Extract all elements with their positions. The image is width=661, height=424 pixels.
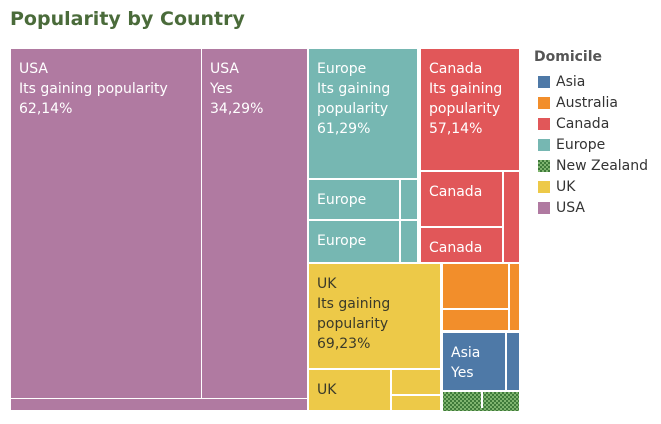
legend-swatch [538,117,550,130]
tile-label: popularity [317,316,388,332]
legend-swatch [538,180,550,193]
tile-rect [507,333,519,390]
tile-label: Its gaining [429,81,502,97]
tile-rect [401,180,417,219]
tile-rect [443,310,508,330]
legend-item-australia[interactable]: Australia [534,92,648,113]
treemap-tile-usa[interactable]: USA Its gaining popularity 62,14% [11,49,201,398]
treemap-tile-europe[interactable]: Europe Its gaining popularity 61,29% [309,49,417,178]
legend-swatch [538,75,550,88]
treemap-tile-canada[interactable]: Canada Its gaining popularity 57,14% [421,49,519,170]
tile-label: 62,14% [19,101,72,117]
tile-rect [443,408,519,411]
legend-swatch [538,201,550,214]
tile-label: Its gaining popularity [19,81,168,97]
tile-rect [504,172,519,262]
legend-label: Australia [556,94,618,111]
treemap-tile-new-zealand[interactable] [443,392,481,410]
tile-rect [421,49,519,170]
treemap-chart: USA Its gaining popularity 62,14% USA Yes 34,… [11,49,519,411]
tile-rect [421,172,502,226]
tile-rect [401,221,417,262]
legend-item-canada[interactable]: Canada [534,113,648,134]
tile-label: 69,23% [317,336,370,352]
treemap-tile-australia[interactable] [443,264,508,308]
tile-rect [202,49,307,398]
legend-label: Europe [556,136,606,153]
treemap-tile-usa[interactable]: USA Yes 34,29% [202,49,307,398]
tile-label: Canada [429,61,482,77]
tile-rect [443,264,508,308]
tile-label: UK [317,382,337,398]
legend-item-europe[interactable]: Europe [534,134,648,155]
treemap-tile-uk[interactable]: UK [309,370,390,410]
treemap-tile-new-zealand[interactable] [443,408,519,411]
legend: Domicile Asia Australia Canada Europe New Ze… [534,49,648,218]
treemap-tile-australia[interactable] [510,264,519,330]
legend-item-usa[interactable]: USA [534,197,648,218]
tile-label: popularity [317,101,388,117]
treemap-tile-europe[interactable] [401,221,417,262]
treemap-tile-europe[interactable] [401,180,417,219]
tile-label: Europe [317,233,366,249]
legend-item-uk[interactable]: UK [534,176,648,197]
tile-label: Yes [209,81,233,97]
tile-label: 61,29% [317,121,370,137]
tile-label: USA [210,61,239,77]
treemap-tile-australia[interactable] [443,310,508,330]
treemap-tile-new-zealand[interactable] [483,392,519,410]
treemap-tile-canada[interactable]: Canada [421,172,502,226]
legend-label: UK [556,178,576,195]
legend-label: Canada [556,115,610,132]
legend-label: USA [556,199,585,216]
legend-swatch [538,96,550,109]
treemap-tile-canada[interactable] [504,172,519,262]
treemap-tile-asia[interactable]: Asia Yes [443,333,505,390]
tile-label: 34,29% [210,101,263,117]
tile-rect [392,396,440,410]
tile-rect [443,392,481,410]
tile-label: Its gaining [317,296,390,312]
legend-item-new-zealand[interactable]: New Zealand [534,155,648,176]
tile-label: Canada [429,184,482,200]
tile-label: USA [19,61,48,77]
legend-label: Asia [556,73,586,90]
tile-label: Europe [317,61,366,77]
tile-label: Europe [317,192,366,208]
legend-title: Domicile [534,49,603,65]
tile-label: 57,14% [429,121,482,137]
tile-label: Its gaining [317,81,390,97]
tile-rect [483,392,519,410]
tile-label: Asia [451,345,480,361]
tile-rect [421,228,502,262]
legend-label: New Zealand [556,157,648,174]
treemap-tile-usa[interactable] [11,399,307,410]
tile-rect [11,399,307,410]
treemap-tile-asia[interactable] [507,333,519,390]
treemap-tile-uk[interactable] [392,396,440,410]
legend-swatch [538,159,550,172]
treemap-tile-canada[interactable]: Canada [421,228,502,262]
tile-rect [309,221,399,262]
tile-rect [392,370,440,394]
tile-label: Yes [450,365,474,381]
chart-title: Popularity by Country [10,8,245,30]
tile-rect [11,49,201,398]
treemap-tile-europe[interactable]: Europe [309,180,399,219]
treemap-tile-uk[interactable]: UK Its gaining popularity 69,23% [309,264,440,368]
tile-rect [309,180,399,219]
tile-rect [309,49,417,178]
legend-item-asia[interactable]: Asia [534,71,648,92]
tile-label: UK [317,276,337,292]
tile-label: Canada [429,240,482,256]
tile-rect [443,333,505,390]
tile-rect [510,264,519,330]
treemap-tile-uk[interactable] [392,370,440,394]
tile-label: popularity [429,101,500,117]
legend-swatch [538,138,550,151]
tile-rect [309,370,390,410]
treemap-tile-europe[interactable]: Europe [309,221,399,262]
tile-rect [309,264,440,368]
